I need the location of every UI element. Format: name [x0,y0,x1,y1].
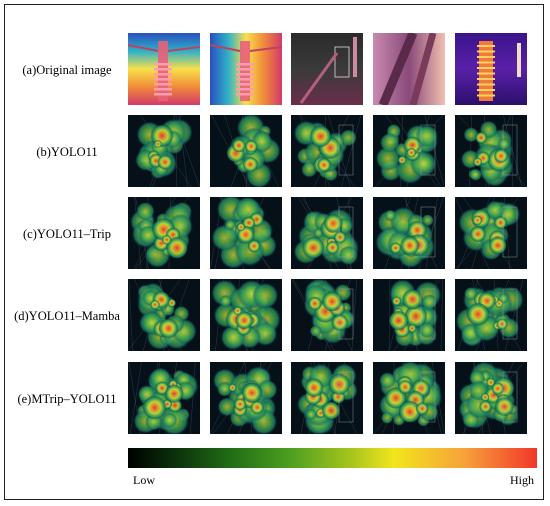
attention-heatmap [455,279,527,351]
attention-heatmap [373,279,445,351]
colorbar-low-label: Low [133,473,155,487]
attention-heatmap [128,362,200,434]
row-label: (d)YOLO11–Mamba [14,309,120,323]
row-label: (a)Original image [22,63,112,77]
attention-heatmap [291,362,363,434]
row-label: (e)MTrip–YOLO11 [17,392,117,406]
attention-heatmap [210,279,282,351]
attention-heatmap [455,197,527,269]
row-label: (b)YOLO11 [36,145,98,159]
original-thermal-image [455,33,527,105]
colorbar-high-label: High [510,473,534,487]
original-thermal-image [373,33,445,105]
original-thermal-image [128,33,200,105]
attention-heatmap [373,197,445,269]
original-thermal-image [291,33,363,105]
attention-heatmap [291,279,363,351]
attention-heatmap [210,197,282,269]
original-thermal-image [210,33,282,105]
attention-heatmap [210,115,282,187]
attention-heatmap [291,115,363,187]
attention-heatmap [291,197,363,269]
attention-heatmap [455,115,527,187]
attention-heatmap [128,279,200,351]
heatmap-colorbar [128,448,537,468]
attention-heatmap [128,115,200,187]
attention-heatmap [373,362,445,434]
attention-heatmap [455,362,527,434]
attention-heatmap [373,115,445,187]
attention-heatmap [210,362,282,434]
row-label: (c)YOLO11–Trip [23,227,111,241]
attention-heatmap [128,197,200,269]
